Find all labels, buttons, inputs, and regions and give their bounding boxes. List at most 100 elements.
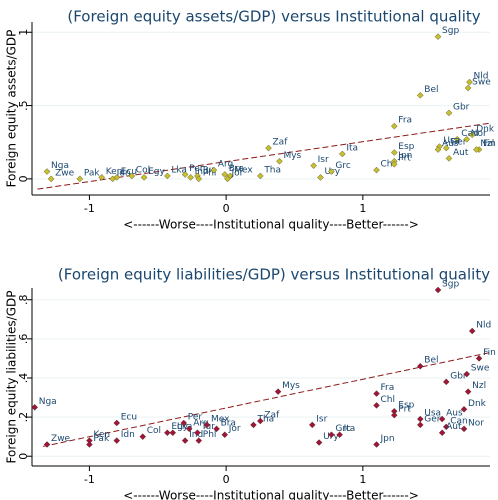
point-label: Zaf (264, 411, 280, 421)
point-label: Grc (335, 161, 350, 171)
point (43, 168, 51, 175)
point-label: Prt (398, 405, 411, 415)
point (468, 131, 476, 139)
point-label: Phl (203, 430, 217, 440)
point (445, 109, 453, 117)
point-label: Bra (229, 164, 244, 174)
point (391, 411, 398, 419)
point-label: Tha (263, 165, 281, 175)
point (473, 146, 480, 153)
point (442, 423, 450, 431)
point-label: Sgp (442, 26, 459, 36)
point (339, 150, 346, 158)
point (463, 370, 471, 378)
point (195, 437, 203, 444)
y-tick-label: .6 (17, 334, 30, 345)
point-label: Zwe (55, 168, 75, 178)
point-label: Esp (398, 142, 414, 152)
point-label: Tur (200, 165, 215, 175)
point-label: Swe (471, 364, 490, 374)
point (445, 155, 453, 162)
x-axis-label: <------Worse----Institutional quality---… (123, 218, 419, 232)
x-axis-label: <------Worse----Institutional quality---… (123, 489, 419, 500)
point (194, 429, 201, 437)
point-label: Pak (84, 168, 101, 178)
point (195, 175, 203, 183)
y-tick-label: 0 (17, 175, 30, 182)
point (308, 421, 316, 429)
point-label: Bra (221, 418, 236, 428)
point-label: Lka (171, 165, 187, 175)
point (140, 174, 148, 181)
point (442, 144, 450, 152)
point-label: Tha (256, 414, 274, 424)
point-label: Mys (283, 151, 301, 161)
point-label: Nor (468, 418, 484, 428)
x-tick-label: -1 (84, 202, 95, 215)
point-label: Ind (195, 167, 209, 177)
point-label: Bel (424, 356, 438, 366)
point-label: Pak (93, 434, 110, 444)
y-tick-label: .5 (17, 100, 30, 111)
point (416, 92, 424, 99)
point-label: Aus (442, 139, 459, 149)
point-label: Isr (316, 414, 327, 424)
point-label: Aut (453, 148, 469, 158)
point (128, 172, 136, 180)
point (453, 136, 461, 143)
point (210, 166, 218, 174)
point (276, 157, 283, 165)
point-label: Usa (443, 136, 460, 146)
point (76, 175, 84, 183)
x-tick-label: 0 (223, 202, 230, 215)
point-label: Egy (171, 422, 188, 432)
point-label: Ita (346, 143, 358, 153)
point (181, 437, 189, 444)
point (164, 172, 171, 180)
point (328, 431, 335, 438)
point-label: Jor (231, 168, 244, 178)
point-label: Lka (177, 422, 193, 432)
point-label: Arg (193, 418, 208, 428)
point (224, 175, 231, 183)
point (257, 172, 264, 180)
point (416, 362, 424, 370)
point-label: Grc (335, 424, 350, 434)
point-label: Jor (228, 424, 241, 434)
point (434, 33, 442, 40)
point (468, 327, 476, 335)
point (336, 431, 343, 438)
y-tick-label: 1 (17, 29, 30, 36)
point-label: Nga (51, 161, 69, 171)
trend-line (42, 352, 491, 447)
point (86, 441, 93, 448)
y-axis-label: Foreign equity assets/GDP (5, 30, 19, 188)
point-label: Zwe (51, 434, 71, 444)
point-label: Per (189, 164, 204, 174)
point-label: Ecu (121, 412, 137, 422)
x-tick-label: 1 (359, 202, 366, 215)
point-label: Can (461, 129, 479, 139)
point-label: Gbr (453, 102, 470, 112)
point-label: Nld (476, 321, 491, 331)
point (391, 149, 398, 156)
point (434, 286, 442, 294)
point (203, 421, 211, 429)
y-tick-label: .8 (17, 294, 30, 305)
point-label: Ind (189, 430, 203, 440)
point-label: Usa (424, 409, 441, 419)
point-label: Sgp (442, 279, 459, 289)
point-label: Chl (381, 395, 396, 405)
point (373, 402, 380, 409)
y-tick-label: 0 (17, 453, 30, 460)
point (310, 162, 317, 169)
point (328, 168, 335, 175)
point-label: Aut (446, 422, 462, 432)
point (391, 160, 398, 168)
point (373, 441, 380, 448)
point-label: Ger (424, 414, 441, 424)
point-label: Arg (218, 160, 233, 170)
point (109, 175, 116, 183)
point-label: Ken (106, 167, 123, 177)
